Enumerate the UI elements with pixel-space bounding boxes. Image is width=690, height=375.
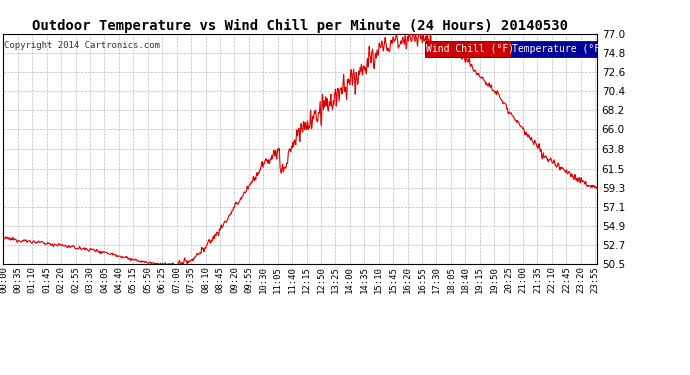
Text: Copyright 2014 Cartronics.com: Copyright 2014 Cartronics.com <box>4 40 160 50</box>
FancyBboxPatch shape <box>511 40 597 57</box>
Title: Outdoor Temperature vs Wind Chill per Minute (24 Hours) 20140530: Outdoor Temperature vs Wind Chill per Mi… <box>32 18 568 33</box>
Text: Temperature (°F): Temperature (°F) <box>512 44 606 54</box>
FancyBboxPatch shape <box>425 40 511 57</box>
Text: Wind Chill (°F): Wind Chill (°F) <box>426 44 514 54</box>
